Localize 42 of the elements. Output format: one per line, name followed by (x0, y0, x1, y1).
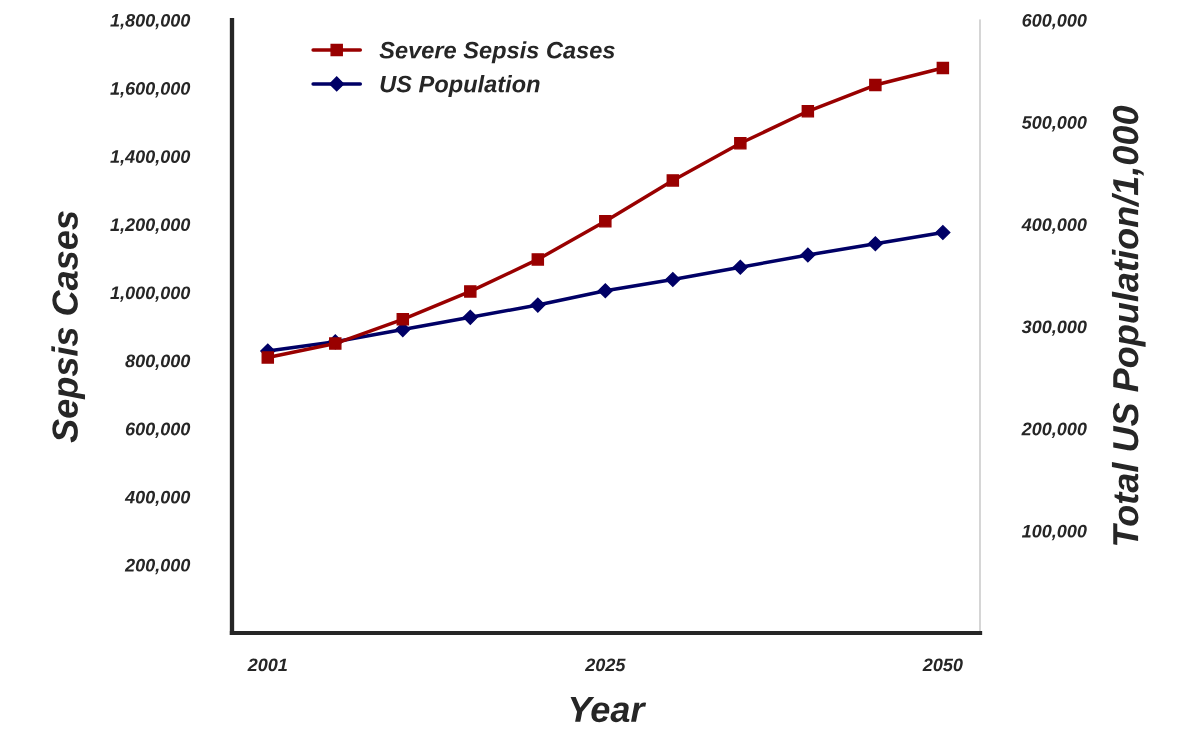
x-axis-title: Year (570, 696, 647, 723)
y2-tick-label: 200,000 (1021, 422, 1087, 438)
point (800, 247, 816, 263)
legend-label: US Population (380, 75, 540, 98)
y2-tick-label: 500,000 (1021, 116, 1087, 132)
y2-tick-label: 400,000 (1021, 218, 1087, 234)
y-tick-label: 1,200,000 (110, 218, 191, 234)
point (666, 174, 680, 187)
point (936, 61, 950, 75)
point (329, 337, 342, 350)
point (665, 271, 681, 288)
point (732, 259, 748, 275)
y-tick-label: 1,000,000 (110, 286, 191, 302)
point (935, 224, 951, 241)
x-tick-label: 2050 (922, 658, 963, 672)
point (261, 351, 275, 364)
y2-tick-label: 100,000 (1021, 524, 1087, 541)
y-tick-label: 800,000 (125, 354, 191, 370)
point (531, 253, 545, 266)
x-tick-label: 2001 (247, 658, 287, 672)
y-tick-label: 200,000 (124, 558, 191, 575)
legend-label: Severe Sepsis Cases (379, 41, 615, 64)
y-tick-label: 1,400,000 (110, 150, 191, 166)
y2-axis-title: Total US Population/1,000 (1111, 105, 1146, 545)
point (801, 105, 815, 118)
y2-tick-label: 600,000 (1022, 13, 1087, 30)
point (869, 78, 882, 92)
y-tick-label: 1,800,000 (110, 13, 191, 30)
y-tick-label: 1,600,000 (110, 82, 191, 98)
point (597, 283, 613, 299)
y-axis-title: Sepsis Cases (51, 211, 86, 443)
point (462, 309, 478, 325)
y2-tick-label: 300,000 (1021, 320, 1087, 336)
point (734, 137, 747, 150)
point (464, 285, 477, 298)
y-tick-label: 600,000 (125, 422, 191, 438)
point (530, 297, 546, 313)
point (599, 215, 612, 228)
y-tick-label: 400,000 (124, 490, 191, 507)
x-tick-label: 2025 (584, 658, 626, 672)
point (396, 313, 410, 326)
point (867, 236, 883, 252)
